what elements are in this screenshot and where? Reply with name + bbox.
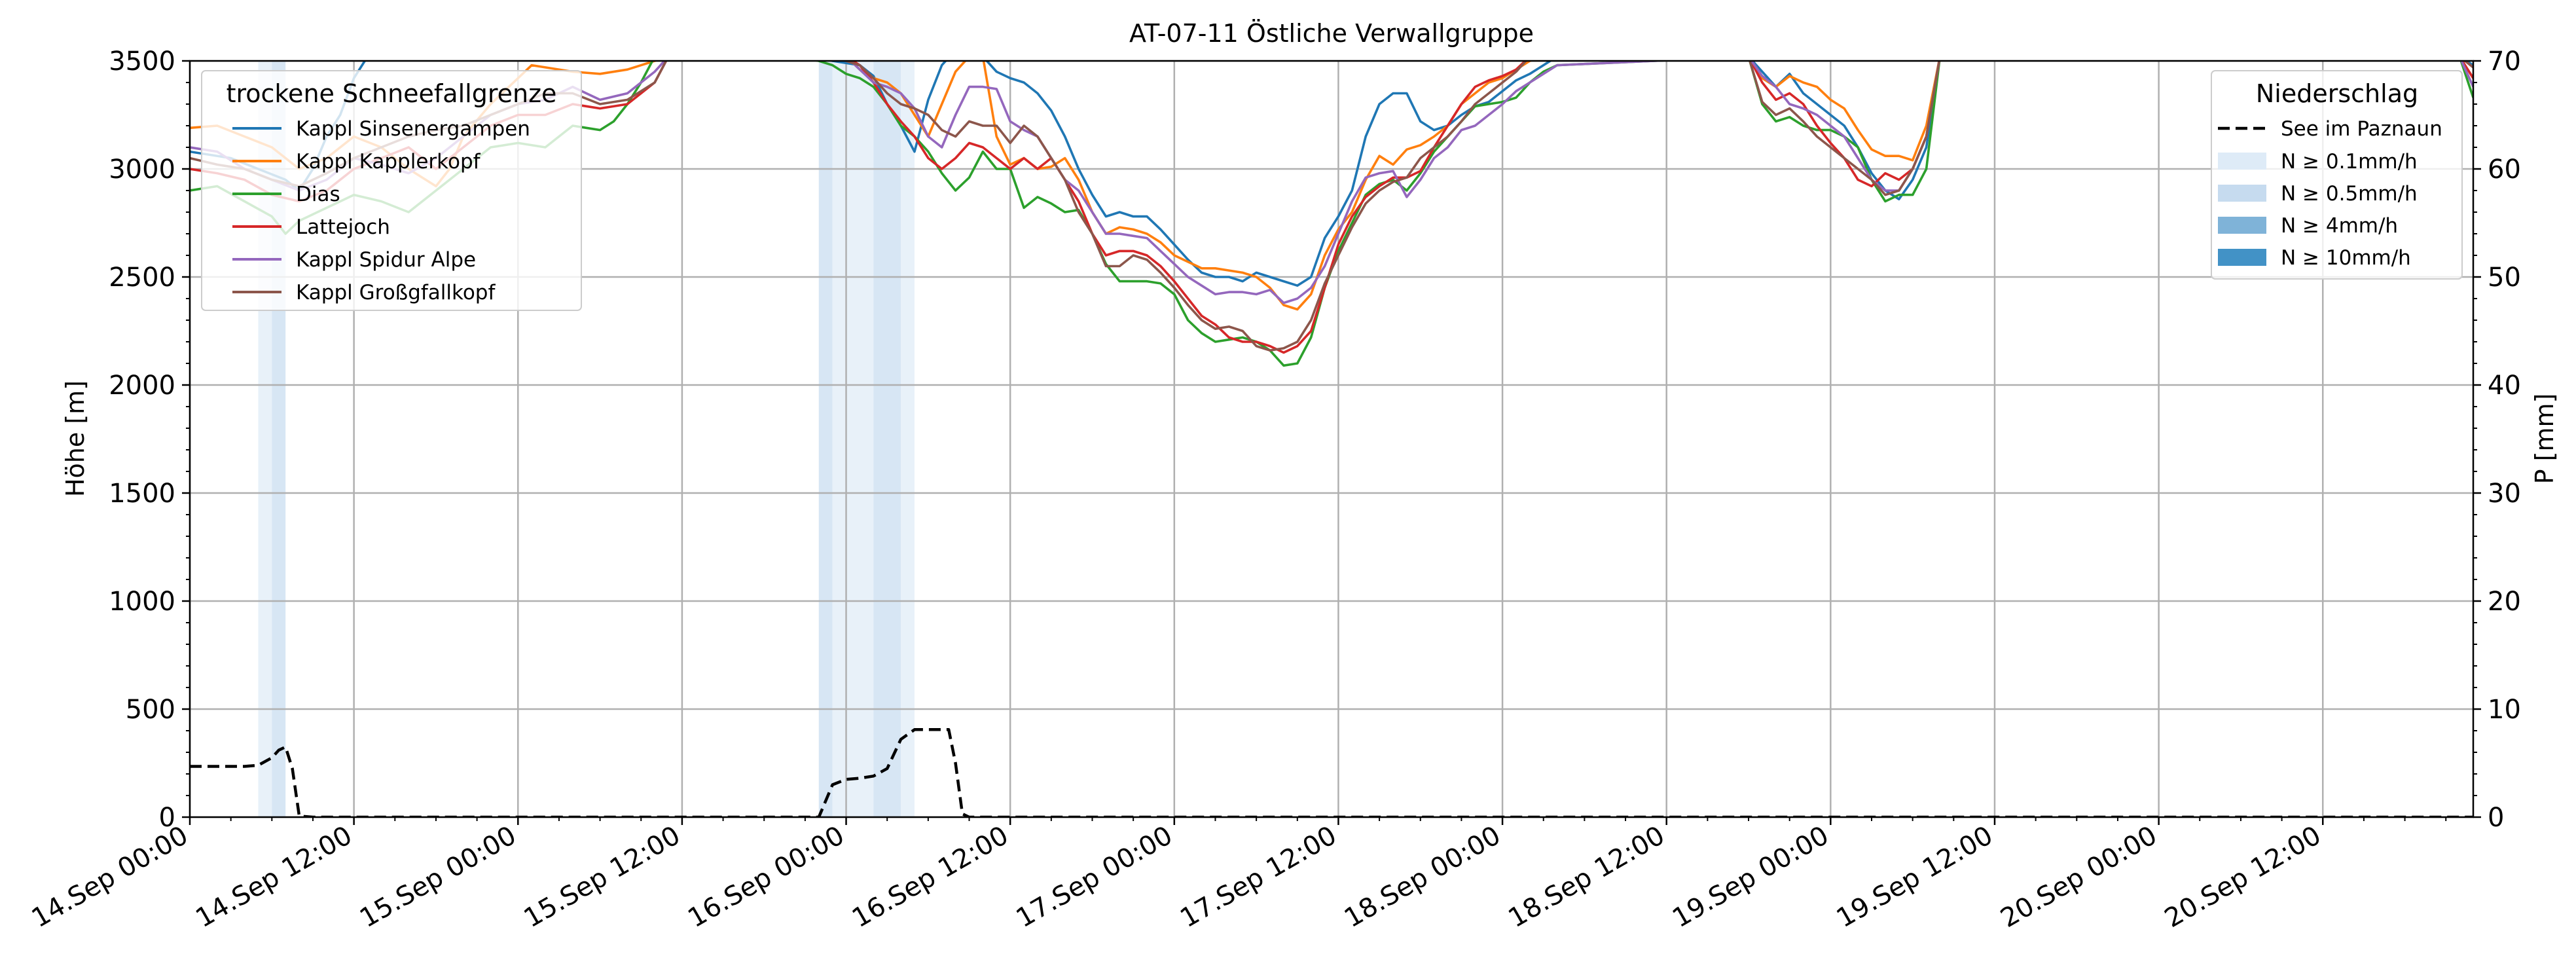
legend-precip-swatch-1: [2218, 185, 2266, 202]
series-line-5: [190, 61, 2473, 352]
ytick-label-7: 3500: [109, 46, 175, 77]
legend-precip-label-1: N ≥ 0.5mm/h: [2281, 182, 2418, 206]
ytick-label-3: 1500: [109, 479, 175, 509]
legend-label-0: Kappl Sinsenergampen: [296, 117, 530, 141]
legend-items-left: Kappl Sinsenergampen Kappl Kapplerkopf Dia…: [232, 117, 530, 304]
legend-precip-label-2: N ≥ 4mm/h: [2281, 214, 2398, 238]
y2tick-label-7: 70: [2488, 46, 2521, 77]
precip-band-2: [818, 61, 833, 817]
xtick-label-12: 20.Sep 00:00: [1995, 820, 2162, 934]
legend-label-4: Kappl Spidur Alpe: [296, 248, 476, 272]
y2tick-label-3: 30: [2488, 479, 2521, 509]
series-line-4: [190, 61, 2473, 304]
legend-schneefallgrenze: trockene Schneefallgrenze Kappl Sinsener…: [201, 70, 582, 311]
y2tick-label-2: 20: [2488, 587, 2521, 617]
legend-label-1: Kappl Kapplerkopf: [296, 150, 481, 174]
xtick-label-1: 14.Sep 12:00: [190, 820, 357, 934]
legend-box-left: [201, 70, 582, 311]
precip-band-3: [832, 61, 874, 817]
legend-precip-label-0: N ≥ 0.1mm/h: [2281, 150, 2418, 174]
legend-precip-swatch-3: [2218, 249, 2266, 266]
y2tick-label-5: 50: [2488, 263, 2521, 293]
series-line-6: [190, 728, 2473, 817]
xtick-label-13: 20.Sep 12:00: [2160, 820, 2326, 934]
series-line-1: [190, 61, 2473, 311]
ytick-label-6: 3000: [109, 155, 175, 185]
precip-band-4: [873, 61, 901, 817]
xtick-label-8: 18.Sep 00:00: [1339, 820, 1506, 934]
xtick-label-10: 19.Sep 00:00: [1667, 820, 1834, 934]
xtick-label-6: 17.Sep 00:00: [1011, 820, 1178, 934]
legend-title-left: trockene Schneefallgrenze: [227, 79, 557, 108]
legend-niederschlag: Niederschlag See im Paznaun N ≥ 0.1mm/h N …: [2211, 70, 2463, 280]
legend-precip-swatch-0: [2218, 153, 2266, 170]
xtick-label-0: 14.Sep 00:00: [27, 820, 193, 934]
xtick-label-3: 15.Sep 12:00: [519, 820, 685, 934]
ytick-label-5: 2500: [109, 263, 175, 293]
y2tick-label-4: 40: [2488, 371, 2521, 401]
ytick-label-4: 2000: [109, 371, 175, 401]
series-lines: [190, 61, 2473, 817]
legend-box-right: [2211, 70, 2463, 280]
xtick-label-9: 18.Sep 12:00: [1503, 820, 1669, 934]
xtick-label-4: 16.Sep 00:00: [683, 820, 849, 934]
xtick-label-7: 17.Sep 12:00: [1175, 820, 1341, 934]
ytick-label-1: 500: [126, 695, 175, 725]
legend-items-right: See im Paznaun N ≥ 0.1mm/h N ≥ 0.5mm/h N ≥ …: [2218, 117, 2442, 270]
legend-label-5: Kappl Großgfallkopf: [296, 281, 496, 304]
y2-axis-label: P [mm]: [2530, 394, 2559, 485]
legend-label-3: Lattejoch: [296, 215, 390, 239]
xtick-label-2: 15.Sep 00:00: [355, 820, 521, 934]
series-line-3: [190, 61, 2473, 354]
y2tick-label-0: 0: [2488, 803, 2504, 833]
xtick-label-11: 19.Sep 12:00: [1832, 820, 1998, 934]
legend-label-lake: See im Paznaun: [2281, 117, 2442, 141]
chart-title: AT-07-11 Östliche Verwallgruppe: [1129, 19, 1534, 48]
precip-band-5: [901, 61, 915, 817]
legend-title-right: Niederschlag: [2256, 79, 2418, 108]
ytick-label-0: 0: [159, 803, 175, 833]
y-axis-label: Höhe [m]: [61, 380, 90, 497]
ytick-label-2: 1000: [109, 587, 175, 617]
legend-precip-label-3: N ≥ 10mm/h: [2281, 246, 2411, 270]
legend-precip-swatch-2: [2218, 217, 2266, 234]
plot-frame: [189, 60, 2475, 818]
legend-label-2: Dias: [296, 183, 340, 206]
y2tick-label-1: 10: [2488, 695, 2521, 725]
y2tick-label-6: 60: [2488, 155, 2521, 185]
xtick-label-5: 16.Sep 12:00: [847, 820, 1013, 934]
